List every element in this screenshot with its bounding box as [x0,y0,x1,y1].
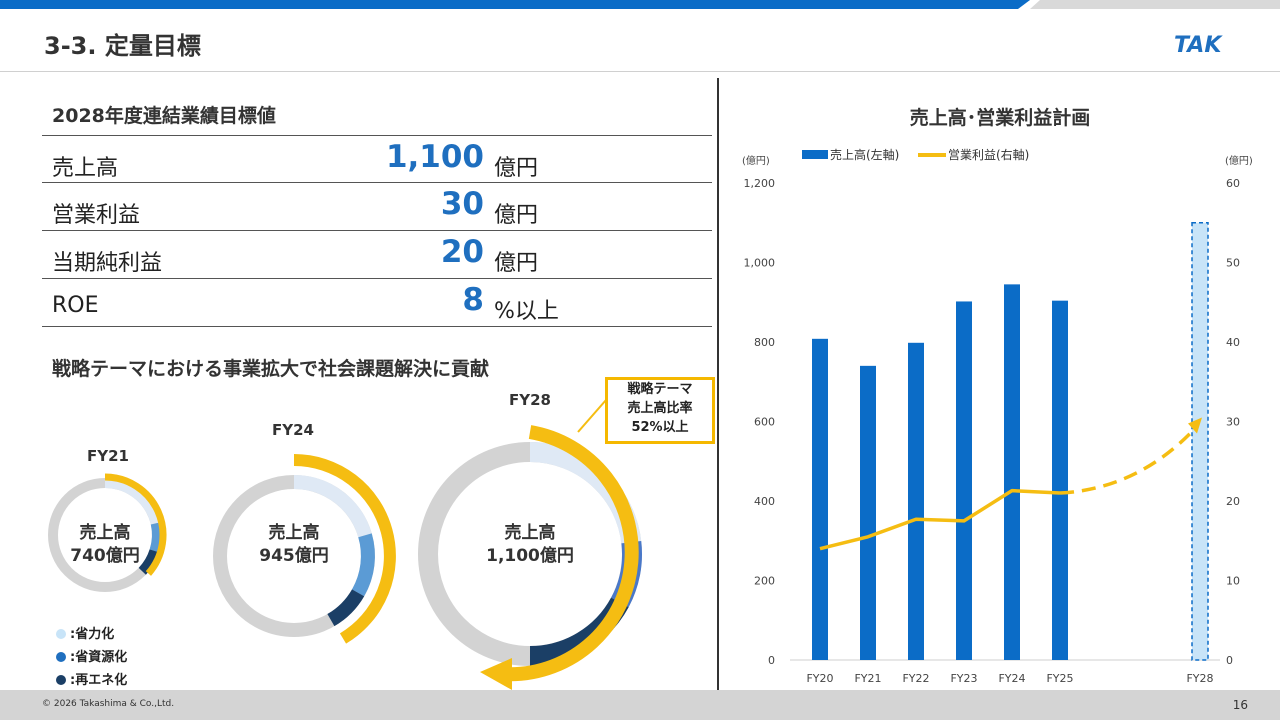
top-accent-bar [0,0,1280,9]
left-tick-label: 200 [754,575,775,588]
profit-arrowhead-icon [1188,417,1202,434]
target-label: 売上高 [52,156,119,181]
right-tick-label: 30 [1226,416,1240,429]
page-title: 3-3. 定量目標 [44,32,201,60]
right-tick-label: 20 [1226,495,1240,508]
left-tick-label: 800 [754,336,775,349]
left-axis-unit: (億円) [742,154,770,167]
sales-profit-chart: 0 200 400 600 800 1,000 1,200 0 10 20 30 40 50 60 (億円)… [742,147,1253,685]
target-label: 営業利益 [52,203,141,228]
donut-fy21 [48,473,167,592]
right-tick-label: 10 [1226,575,1240,588]
theme-donuts [48,399,642,690]
left-tick-label: 1,000 [744,257,776,270]
donut-center-value: 1,100億円 [486,546,574,566]
profit-line [819,488,1061,551]
callout-line: 52%以上 [631,420,689,435]
title-divider [0,71,1280,72]
legend-dot-icon [56,629,66,639]
donut-center-label: 売上高 [504,523,556,543]
x-tick-label: FY21 [854,672,881,685]
target-unit: 億円 [494,251,539,276]
x-tick-label: FY25 [1046,672,1073,685]
target-label: ROE [52,293,99,318]
company-logo: TAK [1174,33,1223,58]
legend-bar-label: 売上高(左軸) [830,147,899,162]
legend-item-renewable: :再エネ化 [56,669,127,688]
footer-bar: © 2026 Takashima & Co.,Ltd. 16 [0,690,1280,720]
left-tick-label: 600 [754,416,775,429]
target-unit: 億円 [494,156,539,181]
donut-arrowhead [480,658,512,690]
legend-dot-icon [56,652,66,662]
donut-center-fy28: 売上高 1,100億円 [470,522,590,568]
legend-item-resource-saving: :省資源化 [56,646,127,665]
donut-center-label: 売上高 [268,523,320,543]
x-tick-label: FY20 [806,672,833,685]
x-tick-label: FY23 [950,672,977,685]
legend-line-label: 営業利益(右軸) [948,147,1029,162]
bar [860,365,876,660]
bar [908,342,924,660]
copyright-text: © 2026 Takashima & Co.,Ltd. [42,699,175,709]
donut-center-label: 売上高 [79,523,131,543]
target-value: 30 [440,186,484,222]
callout-line: 戦略テーマ [627,382,693,397]
themes-heading: 戦略テーマにおける事業拡大で社会課題解決に貢献 [52,358,490,380]
donut-year-fy21: FY21 [87,447,129,465]
target-unit: %以上 [494,299,559,324]
target-row-roe: ROE 8 %以上 [42,278,712,327]
callout-line: 売上高比率 [627,401,693,416]
donut-year-fy28: FY28 [509,391,551,409]
target-value: 20 [440,234,484,270]
strategic-theme-callout: 戦略テーマ 売上高比率 52%以上 [605,377,715,444]
left-tick-label: 400 [754,495,775,508]
x-tick-label: FY22 [902,672,929,685]
bar [1004,284,1020,660]
bar [1052,300,1068,660]
left-tick-label: 0 [768,654,775,667]
legend-label: :再エネ化 [70,673,128,688]
target-value: 1,100 [385,139,484,175]
svg-text:TAK: TAK [1174,33,1223,58]
right-tick-label: 40 [1226,336,1240,349]
legend-bar-swatch [802,150,828,159]
x-tick-label: FY28 [1186,672,1213,685]
legend-dot-icon [56,675,66,685]
donut-year-fy24: FY24 [272,421,314,439]
donut-center-value: 740億円 [70,546,140,566]
bar-plan [1191,222,1209,661]
x-tick-label: FY24 [998,672,1025,685]
legend-label: :省力化 [70,627,115,642]
chart-title: 売上高･営業利益計画 [909,107,1091,129]
right-tick-label: 0 [1226,654,1233,667]
target-row-sales: 売上高 1,100 億円 [42,135,712,183]
page-number: 16 [1232,698,1248,712]
right-axis-unit: (億円) [1225,154,1253,167]
right-tick-label: 50 [1226,257,1240,270]
target-unit: 億円 [494,203,539,228]
target-row-operating-profit: 営業利益 30 億円 [42,182,712,230]
targets-heading: 2028年度連結業績目標値 [52,105,276,127]
legend-label: :省資源化 [70,650,128,665]
target-row-net-income: 当期純利益 20 億円 [42,230,712,278]
legend-item-labor-saving: :省力化 [56,623,114,642]
vertical-divider [717,78,719,690]
donut-center-fy21: 売上高 740億円 [55,522,155,568]
profit-line-plan [1059,428,1196,495]
target-value: 8 [462,282,484,318]
target-label: 当期純利益 [52,251,163,276]
left-tick-label: 1,200 [744,177,776,190]
bar [956,301,972,660]
donut-center-value: 945億円 [259,546,329,566]
bar [812,338,828,660]
right-tick-label: 60 [1226,177,1240,190]
donut-fy28 [418,399,642,690]
donut-fy24 [213,454,396,644]
donut-center-fy24: 売上高 945億円 [244,522,344,568]
